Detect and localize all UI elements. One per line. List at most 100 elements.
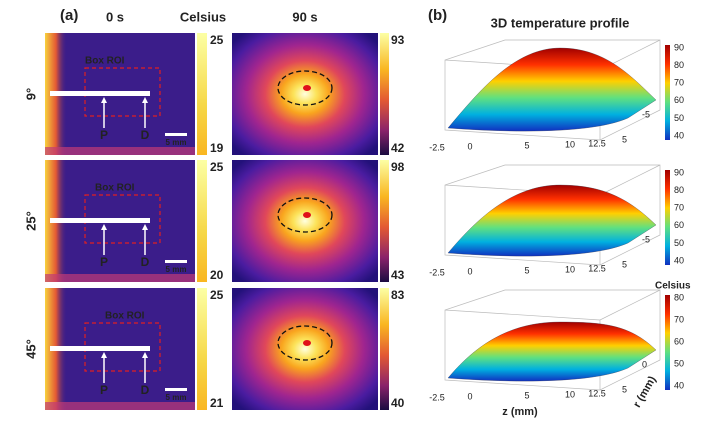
arrow-head [142, 97, 148, 103]
colorbar [197, 160, 207, 282]
colorbar-tick: 40 [674, 130, 684, 140]
colorbar [665, 295, 670, 390]
arrow-head [101, 224, 107, 230]
colorbar-tick: 40 [674, 380, 684, 390]
thermal-image [232, 288, 378, 410]
z-tick-label: 5 [524, 390, 529, 400]
isotherm [277, 325, 333, 361]
panel-label: (b) [428, 7, 447, 24]
hotspot [303, 340, 311, 346]
colorbar-tick: 50 [674, 238, 684, 248]
colorbar [380, 160, 389, 282]
colorbar [197, 288, 207, 410]
z-tick-label: 0 [467, 391, 472, 401]
column-header: 0 s [106, 9, 124, 24]
colorbar-tick: 40 [674, 255, 684, 265]
marker-label: D [141, 383, 150, 397]
probe [50, 218, 150, 223]
panel-label: (a) [60, 7, 78, 24]
r-tick-label: -5 [642, 234, 650, 244]
colorbar-max: 25 [210, 160, 224, 174]
scale-bar [165, 388, 187, 391]
colorbar-max: 98 [391, 160, 405, 174]
thermal-image [232, 33, 378, 155]
probe [50, 346, 150, 351]
colorbar-max: 25 [210, 33, 224, 47]
z-tick-label: 5 [524, 140, 529, 150]
isotherm [277, 197, 333, 233]
z-tick-label: 5 [524, 265, 529, 275]
scale-bar [165, 260, 187, 263]
roi-box [84, 67, 161, 117]
z-tick-label: 12.5 [588, 263, 606, 273]
colorbar-tick: 70 [674, 78, 684, 88]
surface [447, 321, 657, 382]
scale-label: 5 mm [166, 393, 187, 402]
colorbar [197, 33, 207, 155]
colorbar-max: 83 [391, 288, 405, 302]
r-axis-label: r (mm) [631, 374, 659, 410]
surface [447, 47, 657, 132]
marker-label: P [100, 383, 108, 397]
hotspot [303, 212, 311, 218]
z-tick-label: 0 [467, 266, 472, 276]
arrow-head [101, 352, 107, 358]
r-tick-label: 5 [622, 384, 627, 394]
row-label: 9° [23, 88, 38, 100]
z-tick-label: 12.5 [588, 388, 606, 398]
roi-label: Box ROI [85, 56, 125, 67]
colorbar-min: 42 [391, 141, 405, 155]
arrow-head [101, 97, 107, 103]
colorbar-min: 19 [210, 141, 224, 155]
colorbar-tick: 80 [674, 185, 684, 195]
thermal-image [232, 160, 378, 282]
colorbar-tick: 70 [674, 203, 684, 213]
z-tick-label: 10 [565, 139, 575, 149]
row-label: 45° [23, 339, 38, 359]
isotherm [277, 70, 333, 106]
roi-box [84, 194, 161, 244]
colorbar-title: Celsius [655, 281, 691, 292]
arrow-head [142, 224, 148, 230]
r-tick-label: 5 [622, 134, 627, 144]
column-header: Celsius [180, 9, 226, 24]
colorbar-min: 21 [210, 396, 224, 410]
marker-label: D [141, 255, 150, 269]
colorbar-tick: 70 [674, 314, 684, 324]
z-tick-label: -2.5 [429, 267, 445, 277]
colorbar-tick: 80 [674, 60, 684, 70]
scale-label: 5 mm [166, 138, 187, 147]
z-tick-label: 10 [565, 389, 575, 399]
r-tick-label: -5 [642, 109, 650, 119]
r-tick-label: 0 [642, 359, 647, 369]
hotspot [303, 85, 311, 91]
colorbar-tick: 80 [674, 292, 684, 302]
colorbar-min: 40 [391, 396, 405, 410]
colorbar-tick: 60 [674, 95, 684, 105]
row-label: 25° [23, 211, 38, 231]
colorbar-min: 20 [210, 268, 224, 282]
scale-bar [165, 133, 187, 136]
z-tick-label: 10 [565, 264, 575, 274]
colorbar [380, 33, 389, 155]
column-header: 90 s [292, 9, 317, 24]
surface [447, 184, 657, 257]
marker-label: P [100, 128, 108, 142]
colorbar-tick: 90 [674, 42, 684, 52]
arrow-head [142, 352, 148, 358]
warm-bottom [45, 274, 195, 282]
colorbar-tick: 90 [674, 167, 684, 177]
scale-label: 5 mm [166, 265, 187, 274]
roi-box [84, 322, 161, 372]
colorbar-tick: 60 [674, 336, 684, 346]
warm-bottom [45, 402, 195, 410]
colorbar-min: 43 [391, 268, 405, 282]
colorbar [380, 288, 389, 410]
z-tick-label: -2.5 [429, 142, 445, 152]
colorbar [665, 45, 670, 140]
marker-label: D [141, 128, 150, 142]
colorbar-max: 93 [391, 33, 405, 47]
colorbar-tick: 60 [674, 220, 684, 230]
warm-bottom [45, 147, 195, 155]
